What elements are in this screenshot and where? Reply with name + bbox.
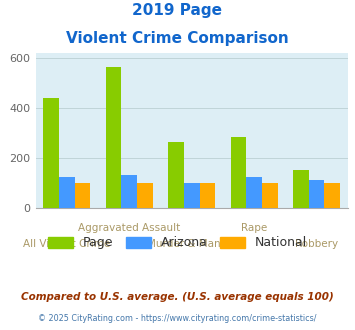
- Legend: Page, Arizona, National: Page, Arizona, National: [43, 231, 312, 254]
- Bar: [59, 177, 75, 208]
- Bar: [293, 170, 309, 208]
- Bar: [168, 142, 184, 208]
- Text: Compared to U.S. average. (U.S. average equals 100): Compared to U.S. average. (U.S. average …: [21, 292, 334, 302]
- Bar: [200, 183, 215, 208]
- Text: Rape: Rape: [241, 223, 267, 233]
- Bar: [246, 177, 262, 208]
- Text: Violent Crime Comparison: Violent Crime Comparison: [66, 31, 289, 46]
- Bar: [231, 137, 246, 208]
- Bar: [43, 98, 59, 208]
- Text: Robbery: Robbery: [295, 239, 338, 249]
- Text: © 2025 CityRating.com - https://www.cityrating.com/crime-statistics/: © 2025 CityRating.com - https://www.city…: [38, 314, 317, 323]
- Bar: [75, 183, 90, 208]
- Text: All Violent Crime: All Violent Crime: [23, 239, 110, 249]
- Bar: [121, 175, 137, 208]
- Bar: [184, 183, 200, 208]
- Text: Aggravated Assault: Aggravated Assault: [78, 223, 180, 233]
- Bar: [309, 181, 324, 208]
- Text: 2019 Page: 2019 Page: [132, 3, 223, 18]
- Bar: [106, 67, 121, 208]
- Text: Murder & Mans...: Murder & Mans...: [147, 239, 236, 249]
- Bar: [324, 183, 340, 208]
- Bar: [137, 183, 153, 208]
- Bar: [262, 183, 278, 208]
